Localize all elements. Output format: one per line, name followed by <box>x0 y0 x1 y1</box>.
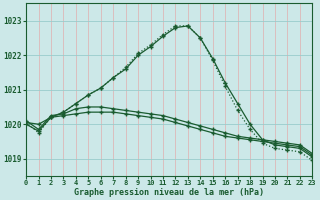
X-axis label: Graphe pression niveau de la mer (hPa): Graphe pression niveau de la mer (hPa) <box>74 188 264 197</box>
